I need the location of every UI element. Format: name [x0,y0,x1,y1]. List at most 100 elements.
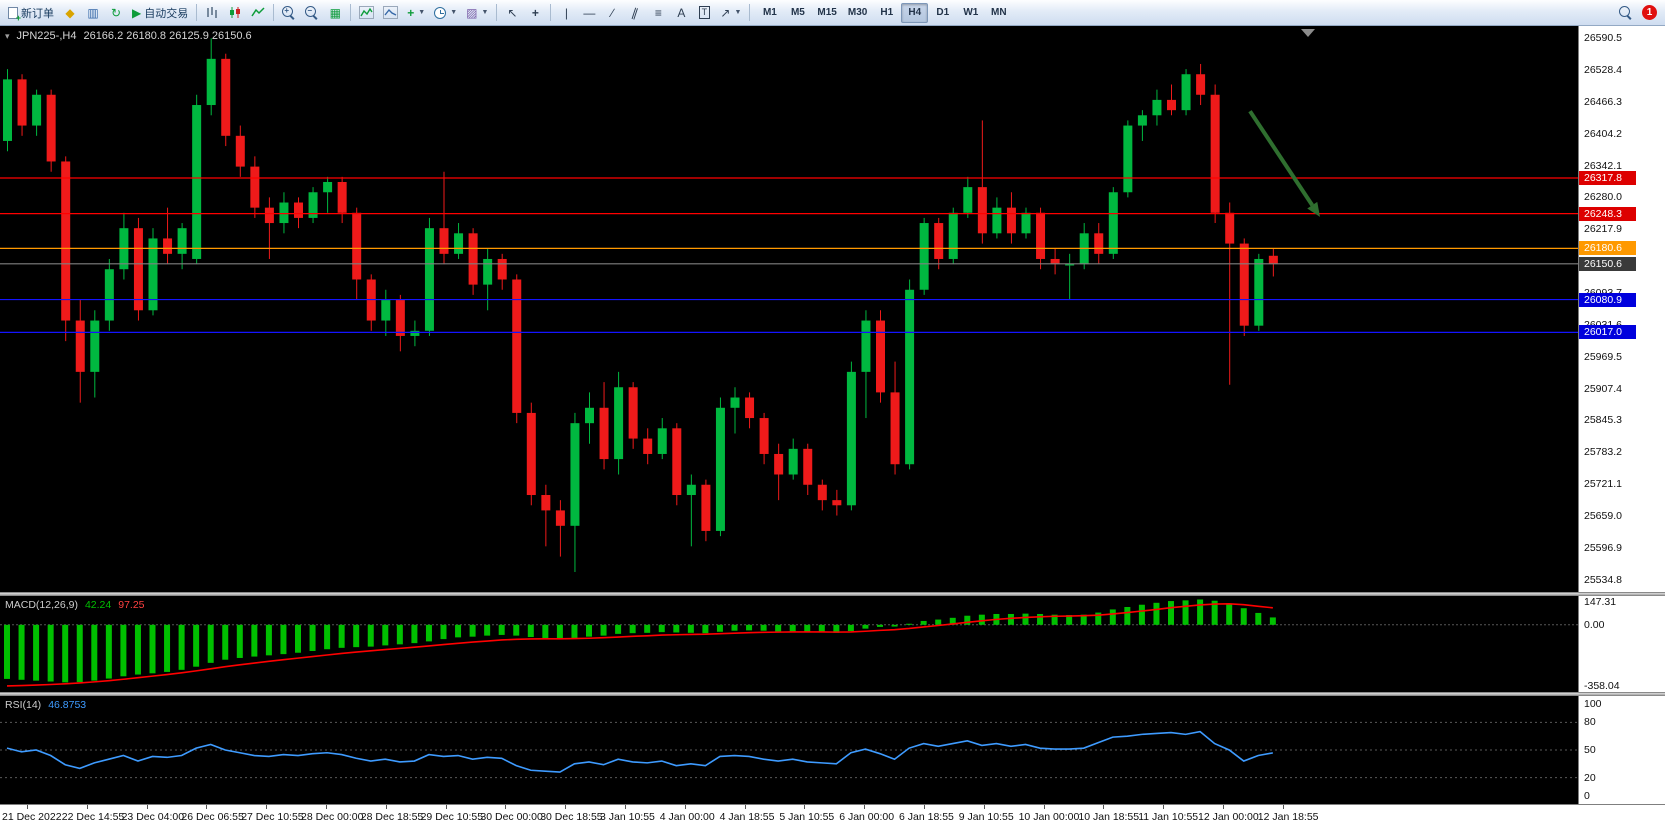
rsi-axis[interactable]: 100 80 50 20 0 [1578,696,1665,804]
chevron-down-icon: ▼ [481,9,489,16]
time-tick [266,805,268,809]
data-window-button[interactable]: ▥ [82,2,104,23]
time-axis[interactable]: 21 Dec 2022 22 Dec 14:55 23 Dec 04:00 26 De… [0,804,1665,829]
data-window-icon: ▥ [87,5,99,20]
fibonacci-button[interactable]: ≡ [647,2,669,23]
rsi-plot: RSI(14) 46.8753 [0,696,1578,804]
macd-canvas[interactable] [0,596,1578,692]
metaeditor-button[interactable]: ◆ [59,2,81,23]
timeframe-button-w1[interactable]: W1 [957,3,984,23]
time-axis-label: 27 Dec 10:55 [241,811,304,823]
panel-splitter[interactable] [0,592,1665,596]
timeframe-button-m5[interactable]: M5 [784,3,811,23]
price-axis-label: 25783.2 [1584,446,1622,459]
channel-button[interactable]: ∥ [624,2,646,23]
price-chart-canvas[interactable] [0,26,1578,592]
rsi-name: RSI(14) [5,699,42,711]
price-axis[interactable]: 26590.5 26528.4 26466.3 26404.2 26342.1 26280… [1578,26,1665,592]
text-label-button[interactable]: T [693,2,715,23]
time-axis-label: 23 Dec 04:00 [121,811,185,823]
time-axis-label: 4 Jan 00:00 [659,811,715,823]
time-tick [86,805,88,809]
price-chart-panel: ▾ JPN225-,H4 26166.2 26180.8 26125.9 261… [0,26,1665,592]
candlestick-chart-button[interactable] [224,2,246,23]
time-axis-label: 6 Jan 00:00 [839,811,895,823]
time-tick [206,805,208,809]
text-icon: A [677,5,686,20]
trendline-button[interactable]: ∕ [601,2,623,23]
toolbar-separator [196,4,198,21]
timeframe-button-mn[interactable]: MN [985,3,1012,23]
time-axis-label: 5 Jan 10:55 [779,811,835,823]
macd-axis-label: 147.31 [1584,596,1617,608]
rsi-axis-label: 20 [1584,771,1596,784]
price-plot: ▾ JPN225-,H4 26166.2 26180.8 26125.9 261… [0,26,1578,592]
add-indicator-button[interactable]: + ▼ [403,2,429,23]
macd-axis[interactable]: 147.31 0.00 -358.04 [1578,596,1665,692]
timeframe-toolbar: M1 M5 M15 M30 H1 H4 D1 W1 MN [756,2,1012,23]
zoom-in-icon: + [282,5,296,20]
rsi-axis-label: 50 [1584,744,1596,756]
time-tick [565,805,567,809]
time-tick [27,805,28,809]
time-tick [385,805,387,809]
templates-button[interactable]: ▨ ▼ [462,2,492,23]
time-tick [1043,805,1045,809]
periods-button[interactable]: ▼ [430,2,461,23]
time-tick [1163,805,1165,809]
time-axis-label: 10 Jan 18:55 [1078,811,1140,823]
bar-chart-button[interactable] [201,2,223,23]
chevron-down-icon: ▼ [418,9,426,16]
time-tick [1103,805,1105,809]
panel-splitter[interactable] [0,692,1665,696]
price-axis-label: 25907.4 [1584,382,1622,395]
time-tick [1223,805,1224,809]
rsi-panel: RSI(14) 46.8753 100 80 50 20 0 [0,696,1665,804]
new-order-button[interactable]: 新订单 [4,2,58,23]
timeframe-button-m30[interactable]: M30 [843,3,872,23]
cursor-tool-button[interactable]: ↖ [501,2,523,23]
line-chart-button[interactable] [247,2,269,23]
objects-list-button[interactable] [379,2,402,23]
toolbar-separator [550,4,552,21]
trend-arrow-annotation [1248,110,1314,207]
zoom-in-button[interactable]: + [278,2,300,23]
time-tick [983,805,985,809]
one-click-trading-toggle[interactable]: ▾ [5,30,10,41]
macd-name: MACD(12,26,9) [5,599,78,611]
time-tick [804,805,806,809]
autotrading-play-icon: ▶ [132,5,142,20]
timeframe-button-m15[interactable]: M15 [812,3,841,23]
tile-windows-button[interactable]: ▦ [324,2,346,23]
timeframe-button-h4[interactable]: H4 [901,2,929,23]
time-tick [924,805,925,809]
search-icon[interactable] [1619,5,1633,20]
timeframe-button-h1[interactable]: H1 [873,3,900,23]
zoom-out-button[interactable]: − [301,2,323,23]
new-order-icon [8,6,21,23]
autotrading-button[interactable]: ▶ 自动交易 [128,2,192,23]
time-axis-label: 12 Jan 18:55 [1257,811,1319,823]
fibonacci-icon: ≡ [654,5,662,20]
arrows-tool-button[interactable]: ↗ ▼ [716,2,745,23]
timeframe-button-d1[interactable]: D1 [929,3,956,23]
crosshair-tool-button[interactable]: + [524,2,546,23]
arrow-tool-icon: ↗ [720,5,731,20]
refresh-button[interactable]: ↻ [105,2,127,23]
zoom-out-icon: − [305,5,319,20]
price-axis-label: 25969.5 [1584,350,1622,363]
timeframe-button-m1[interactable]: M1 [756,3,783,23]
rsi-canvas[interactable] [0,696,1578,804]
toolbar-separator [749,4,751,21]
notification-badge[interactable]: 1 [1642,5,1657,20]
price-axis-label: 25721.1 [1584,478,1622,491]
indicators-button[interactable] [355,2,378,23]
horizontal-line-button[interactable]: — [578,2,600,23]
time-axis-label: 21 Dec 2022 [2,811,62,823]
line-chart-icon [251,7,265,17]
vertical-line-button[interactable]: | [555,2,577,23]
text-tool-button[interactable]: A [670,2,692,23]
time-tick [146,805,148,809]
candlestick-chart-icon [230,7,241,18]
